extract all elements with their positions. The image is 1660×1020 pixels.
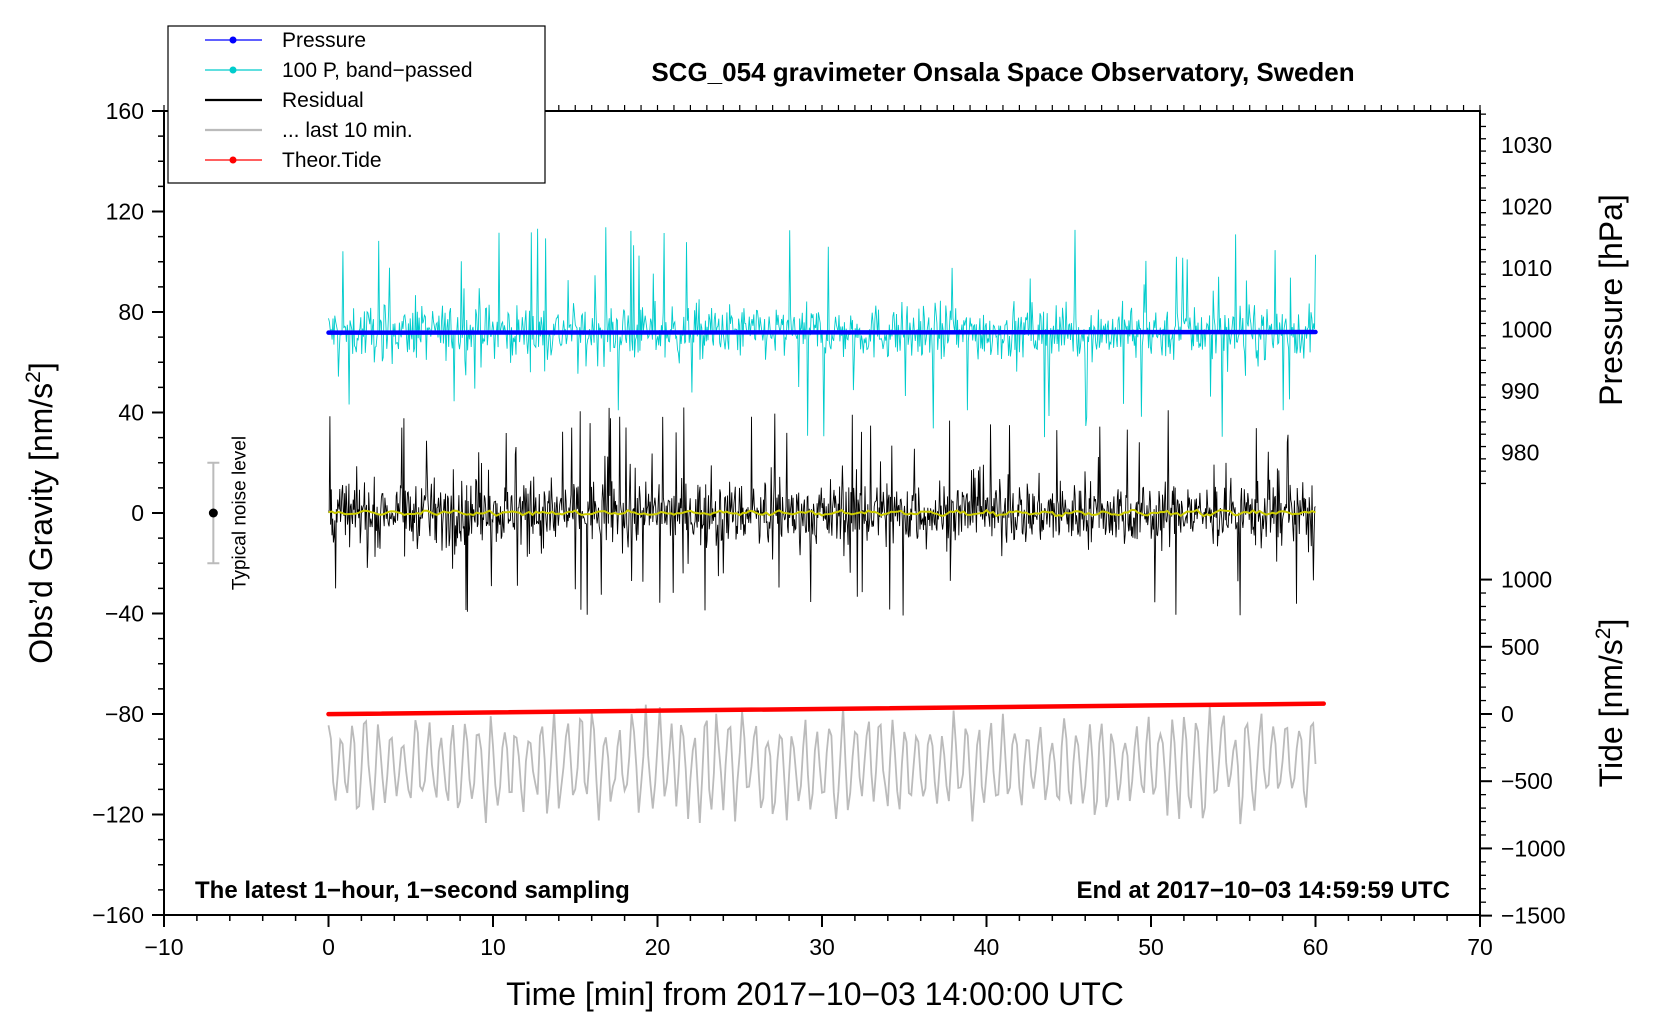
- pressure-tick-label: 1010: [1501, 255, 1552, 281]
- x-tick-label: 20: [645, 934, 671, 960]
- pressure-tick-label: 1020: [1501, 193, 1552, 219]
- x-axis-title: Time [min] from 2017−10−03 14:00:00 UTC: [506, 976, 1124, 1012]
- x-tick-label: 40: [974, 934, 1000, 960]
- bandpassed-pressure-line: [328, 227, 1316, 438]
- legend-label: Residual: [282, 89, 364, 112]
- pressure-tick-label: 1030: [1501, 132, 1552, 158]
- pressure-axis-title: Pressure [hPa]: [1593, 194, 1629, 406]
- y-tick-label: −160: [92, 902, 144, 928]
- end-time-annotation: End at 2017−10−03 14:59:59 UTC: [1076, 877, 1450, 904]
- y-tick-label: 80: [118, 299, 144, 325]
- tide-tick-label: −1500: [1501, 903, 1566, 929]
- y-axis-title: Obs’d Gravity [nm/s2]: [22, 362, 59, 664]
- x-tick-label: 30: [809, 934, 835, 960]
- noise-indicator: Typical noise level: [207, 436, 250, 590]
- plot-series: [326, 227, 1326, 825]
- y-tick-label: −120: [92, 802, 144, 828]
- y-tick-label: −80: [105, 701, 144, 727]
- y-tick-label: 120: [106, 199, 144, 225]
- y-tick-label: 160: [106, 98, 144, 124]
- legend-swatch-marker: [229, 36, 237, 44]
- x-tick-label: 10: [480, 934, 506, 960]
- residual-smoothed-line: [328, 508, 1316, 518]
- tide-tick-label: −500: [1501, 768, 1553, 794]
- pressure-tick-label: 980: [1501, 440, 1539, 466]
- tide-tick-label: 1000: [1501, 567, 1552, 593]
- axes: −10 0 10 20 30 40 50 60 70−160−120−80−4004080120…: [92, 98, 1565, 960]
- theoretical-tide-line: [326, 701, 1326, 717]
- legend-label: Theor.Tide: [282, 149, 382, 172]
- pressure-line: [326, 329, 1318, 335]
- y-tick-label: 40: [118, 400, 144, 426]
- legend-label: ... last 10 min.: [282, 119, 413, 142]
- legend-box: [167, 25, 546, 184]
- legend-swatch-marker: [229, 66, 237, 74]
- x-tick-label: 60: [1303, 934, 1329, 960]
- y-tick-label: −40: [105, 601, 144, 627]
- tide-tick-label: 0: [1501, 701, 1514, 727]
- y-tick-label: 0: [131, 500, 144, 526]
- pressure-tick-label: 1000: [1501, 317, 1552, 343]
- chart-title: SCG_054 gravimeter Onsala Space Observat…: [651, 57, 1354, 87]
- x-tick-label: 50: [1138, 934, 1164, 960]
- tide-tick-label: −1000: [1501, 835, 1566, 861]
- legend-label: Pressure: [282, 29, 366, 52]
- legend-swatch-marker: [229, 156, 237, 164]
- x-tick-label: 0: [322, 934, 335, 960]
- last-10-min-line: [327, 704, 1317, 825]
- tide-axis-title: Tide [nm/s2]: [1592, 619, 1629, 788]
- legend: Pressure 100 P, band−passed Residual ... la…: [167, 25, 546, 184]
- residual-line: [328, 407, 1316, 616]
- noise-label: Typical noise level: [229, 436, 250, 590]
- x-tick-label: 70: [1467, 934, 1493, 960]
- noise-center-dot: [208, 508, 218, 518]
- x-tick-label: −10: [144, 934, 183, 960]
- tide-tick-label: 500: [1501, 634, 1539, 660]
- pressure-tick-label: 990: [1501, 378, 1539, 404]
- sampling-annotation: The latest 1−hour, 1−second sampling: [195, 877, 630, 904]
- legend-label: 100 P, band−passed: [282, 59, 473, 82]
